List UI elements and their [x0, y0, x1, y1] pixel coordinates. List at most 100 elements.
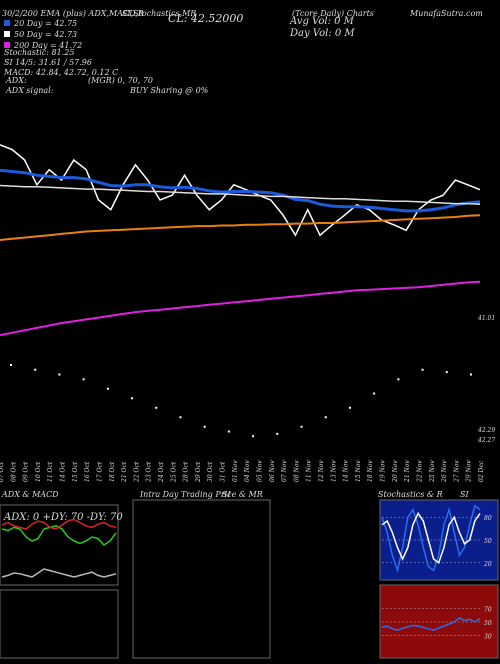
price-label: 41.01: [477, 315, 495, 322]
rsi-panel: [379, 584, 499, 659]
x-tick-label: 05 Nov: [256, 460, 263, 482]
x-tick-label: 04 Nov: [244, 460, 251, 482]
x-tick-label: 08 Oct: [10, 461, 17, 482]
x-tick-label: 15 Oct: [72, 461, 79, 482]
series-line: [0, 184, 481, 205]
x-tick-label: 02 Dec: [478, 460, 485, 482]
adx-signal: ADX signal:: [5, 86, 54, 95]
macd-dot: [252, 435, 255, 438]
adx-panel: [0, 504, 119, 586]
series-line: [0, 168, 481, 213]
macd-dot: [179, 416, 182, 419]
x-tick-label: 30 Oct: [207, 461, 214, 482]
x-tick-label: 26 Nov: [441, 460, 448, 483]
x-tick-label: 23 Oct: [146, 461, 153, 483]
macd-dot: [445, 371, 448, 374]
macd-dot: [58, 373, 61, 376]
x-tick-label: 12 Nov: [318, 460, 325, 482]
header-left: 30/2/200 EMA (plus) ADX,MACD,R: [2, 9, 144, 18]
x-tick-label: 29 Nov: [466, 460, 473, 483]
price-label: 42.29: [477, 427, 495, 434]
y-tick-label: 50: [484, 620, 492, 627]
x-tick-label: 07 Oct: [0, 461, 5, 482]
y-tick-label: 20: [483, 561, 492, 568]
x-tick-label: 28 Oct: [183, 461, 190, 483]
macd-dot: [203, 425, 206, 428]
series-line: [1, 518, 117, 530]
panel-title: SI: [460, 490, 469, 499]
series-line: [381, 511, 481, 565]
macd-dot: [131, 397, 134, 400]
macd-dot: [373, 392, 376, 395]
panel-title: SI: [222, 490, 231, 499]
x-tick-label: 09 Oct: [23, 461, 30, 482]
intraday-panel: [132, 499, 271, 659]
macd-dot: [300, 425, 303, 428]
x-tick-label: 11 Nov: [306, 460, 313, 482]
x-tick-label: 15 Nov: [355, 460, 362, 482]
x-tick-label: 11 Oct: [47, 461, 54, 482]
legend-swatch: [4, 20, 10, 26]
series-line: [0, 144, 481, 237]
series-line: [381, 617, 481, 631]
x-tick-label: 22 Oct: [133, 461, 140, 483]
x-tick-label: 21 Oct: [121, 461, 128, 483]
y-tick-label: 50: [484, 538, 492, 545]
panel-title: Stochastics & R: [378, 490, 443, 499]
legend-swatch: [4, 31, 10, 37]
x-tick-label: 08 Nov: [293, 460, 300, 482]
close-label: CL: 42.52000: [168, 12, 243, 25]
info-text: MACD: 42.84, 42.72, 0.12 C: [3, 68, 118, 77]
info-text: Stochastic: 81.25: [4, 48, 74, 57]
macd-dot: [470, 373, 472, 376]
header-right: (Tcore Daily) Charts: [292, 9, 374, 18]
info-text: SI 14/5: 31.61 / 57.96: [4, 58, 92, 67]
macd-dot: [397, 378, 400, 381]
y-tick-label: 80: [484, 515, 492, 522]
macd-dot: [82, 378, 85, 381]
y-tick-label: 70: [484, 606, 492, 613]
x-tick-label: 07 Nov: [281, 460, 288, 482]
x-tick-label: 13 Nov: [330, 460, 337, 482]
x-tick-label: 10 Oct: [35, 461, 42, 482]
panel-title: Intra Day Trading Price & MR: [139, 490, 263, 499]
x-tick-label: 20 Nov: [392, 460, 399, 483]
x-tick-label: 14 Nov: [343, 460, 350, 482]
x-tick-label: 19 Nov: [380, 460, 387, 482]
panel-title: ADX & MACD: [1, 490, 59, 499]
site: MunafaSutra.com: [409, 9, 483, 18]
legend-swatch: [4, 42, 10, 48]
price-label: 42.27: [477, 437, 495, 444]
series-line: [381, 504, 481, 574]
macd-panel: [0, 589, 119, 659]
series-line: [0, 280, 481, 337]
x-tick-label: 25 Nov: [429, 460, 436, 483]
x-tick-label: 21 Nov: [404, 460, 411, 483]
x-tick-label: 27 Nov: [453, 460, 460, 483]
x-tick-label: 14 Oct: [60, 461, 67, 482]
x-tick-label: 01 Nov: [232, 460, 239, 482]
x-tick-label: 31 Oct: [220, 461, 227, 482]
macd-dot: [324, 416, 327, 419]
macd-dot: [155, 406, 158, 409]
avg-vol: Avg Vol: 0 M: [289, 16, 355, 27]
x-tick-label: 25 Oct: [170, 461, 177, 483]
x-tick-label: 24 Oct: [158, 461, 165, 483]
series-line: [0, 214, 481, 241]
macd-dot: [34, 368, 37, 371]
macd-dot: [106, 387, 109, 390]
y-tick-label: 30: [484, 634, 492, 641]
macd-dot: [227, 430, 230, 433]
macd-dot: [10, 364, 12, 366]
day-vol: Day Vol: 0 M: [289, 28, 355, 39]
macd-dot: [348, 406, 351, 409]
series-line: [1, 568, 117, 578]
adx-label: ADX:: [5, 76, 27, 85]
x-tick-label: 17 Oct: [96, 461, 103, 482]
x-tick-label: 18 Oct: [109, 461, 116, 482]
x-tick-label: 29 Oct: [195, 461, 202, 483]
adx-mid: (MGR) 0, 70, 70: [88, 76, 153, 85]
legend-text: 50 Day = 42.73: [14, 30, 77, 39]
x-tick-label: 06 Nov: [269, 460, 276, 482]
